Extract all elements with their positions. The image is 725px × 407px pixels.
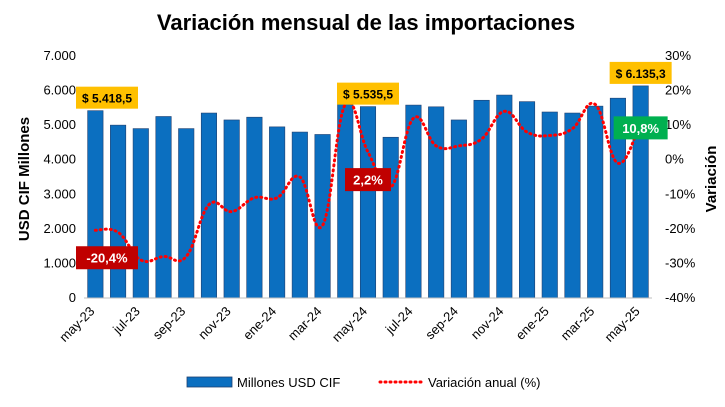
y-right-tick-label: -40% — [665, 290, 696, 305]
bar — [541, 111, 558, 299]
callout-text: $ 5.418,5 — [82, 92, 132, 106]
x-tick-label: mar-24 — [285, 304, 325, 344]
callout-text: -20,4% — [86, 251, 128, 266]
callout-text: $ 5.535,5 — [343, 88, 393, 102]
y-left-tick-label: 5.000 — [43, 117, 76, 132]
x-axis-ticks: may-23 jul-23 sep-23 nov-23 ene-24 mar-24 may-… — [56, 304, 643, 345]
bar — [246, 116, 263, 299]
legend: Millones USD CIF Variación anual (%) — [186, 375, 540, 390]
x-tick-label: jul-24 — [382, 304, 416, 338]
line-series — [93, 100, 643, 264]
y-axis-left-label: USD CIF Millones — [16, 117, 33, 241]
x-tick-label: nov-23 — [195, 304, 234, 343]
legend-bar-label: Millones USD CIF — [237, 375, 340, 390]
callout-text: 10,8% — [622, 121, 659, 136]
callout-box — [76, 246, 138, 270]
callout-box — [76, 86, 138, 109]
callout-yellow: $ 5.418,5 — [76, 86, 138, 109]
bar — [496, 94, 513, 299]
bar — [291, 131, 308, 299]
y-left-tick-label: 1.000 — [43, 255, 76, 270]
x-tick-label: jul-23 — [109, 304, 143, 338]
bar — [269, 126, 286, 299]
y-right-tick-label: 20% — [665, 83, 691, 98]
y-left-tick-label: 7.000 — [43, 48, 76, 63]
callout-box — [609, 61, 672, 84]
bar — [110, 124, 127, 299]
y-left-tick-label: 0 — [69, 290, 76, 305]
y-right-tick-label: -20% — [665, 221, 696, 236]
callout-green: 10,8% — [613, 116, 668, 140]
bar — [382, 136, 399, 299]
y-axis-right-ticks: -40% -30% -20% -10% 0% 10% 20% 30% — [665, 48, 696, 305]
x-tick-label: ene-25 — [513, 304, 552, 343]
callout-box — [613, 116, 668, 140]
y-left-tick-label: 6.000 — [43, 83, 76, 98]
bar — [587, 105, 604, 299]
bar-series — [87, 85, 649, 299]
y-axis-left-ticks: 0 1.000 2.000 3.000 4.000 5.000 6.000 7.000 — [43, 48, 76, 305]
x-tick-label: may-25 — [601, 304, 642, 345]
callouts: $ 5.418,5 $ 5.535,5 $ 6.135,3 -20,4% 2,2% 10,… — [76, 61, 672, 270]
y-left-tick-label: 2.000 — [43, 221, 76, 236]
bar — [564, 112, 581, 299]
y-axis-right-label: Variación — [703, 146, 720, 213]
bar — [314, 134, 331, 299]
bar — [450, 119, 467, 299]
y-left-tick-label: 4.000 — [43, 152, 76, 167]
legend-bar-swatch — [186, 376, 233, 388]
callout-red: -20,4% — [76, 246, 138, 270]
callout-box — [345, 168, 391, 192]
callout-red: 2,2% — [345, 168, 391, 192]
callout-text: $ 6.135,3 — [616, 67, 666, 81]
y-right-tick-label: 0% — [665, 152, 684, 167]
bar — [428, 106, 445, 299]
bar — [473, 99, 490, 299]
x-tick-label: sep-23 — [150, 304, 189, 343]
bar — [178, 128, 195, 299]
x-tick-label: may-23 — [56, 304, 97, 345]
callout-yellow: $ 5.535,5 — [337, 82, 399, 105]
y-right-tick-label: 30% — [665, 48, 691, 63]
x-tick-label: ene-24 — [240, 304, 279, 343]
bar — [132, 128, 149, 299]
chart-title: Variación mensual de las importaciones — [157, 10, 575, 35]
y-right-tick-label: -10% — [665, 186, 696, 201]
x-tick-label: nov-24 — [468, 304, 507, 343]
bar — [405, 104, 422, 299]
callout-box — [337, 82, 399, 105]
legend-line-label: Variación anual (%) — [428, 375, 540, 390]
x-tick-label: sep-24 — [422, 304, 461, 343]
x-tick-label: may-24 — [329, 304, 370, 345]
callout-text: 2,2% — [353, 173, 383, 188]
y-left-tick-label: 3.000 — [43, 186, 76, 201]
y-right-tick-label: 10% — [665, 117, 691, 132]
callout-yellow: $ 6.135,3 — [609, 61, 672, 84]
bar — [87, 110, 104, 299]
bar — [155, 116, 172, 299]
x-tick-label: mar-25 — [558, 304, 598, 344]
y-right-tick-label: -30% — [665, 255, 696, 270]
